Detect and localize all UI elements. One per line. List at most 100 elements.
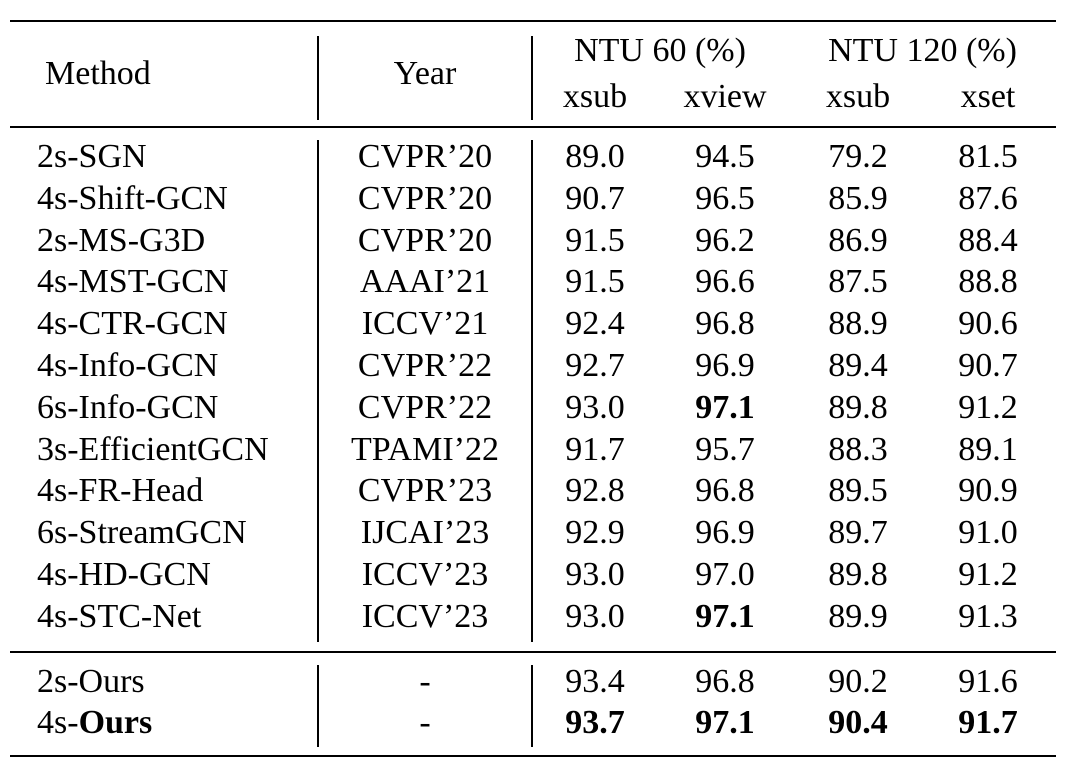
value-cell: 97.0 <box>695 556 755 593</box>
value-cell: 89.5 <box>828 472 888 509</box>
year-cell: CVPR’23 <box>357 472 493 509</box>
value-cell: 85.9 <box>828 180 888 217</box>
value-cell: 87.6 <box>958 180 1018 217</box>
mid-rule <box>10 651 1056 653</box>
year-cell: CVPR’22 <box>357 347 493 384</box>
method-prefix: 4s- <box>37 704 79 741</box>
method-prefix: 2s-Ours <box>37 663 145 700</box>
separator-year-ntu60-ours <box>531 665 533 747</box>
value-cell: 91.7 <box>958 704 1018 741</box>
separator-method-year-header <box>317 36 319 120</box>
separator-method-year-body <box>317 140 319 642</box>
value-cell: 90.9 <box>958 472 1018 509</box>
value-cell: 91.5 <box>565 222 625 259</box>
value-cell: 93.4 <box>565 663 625 700</box>
value-cell: 90.4 <box>828 704 888 741</box>
method-cell: 6s-StreamGCN <box>37 514 247 551</box>
method-cell: 4s-HD-GCN <box>37 556 211 593</box>
method-cell: 4s-Shift-GCN <box>37 180 228 217</box>
value-cell: 92.4 <box>565 305 625 342</box>
method-cell: 4s-CTR-GCN <box>37 305 228 342</box>
year-cell: - <box>419 704 431 741</box>
value-cell: 90.7 <box>958 347 1018 384</box>
value-cell: 96.8 <box>695 472 755 509</box>
value-cell: 95.7 <box>695 431 755 468</box>
value-cell: 96.5 <box>695 180 755 217</box>
value-cell: 96.9 <box>695 347 755 384</box>
method-cell: 6s-Info-GCN <box>37 389 219 426</box>
value-cell: 90.2 <box>828 663 888 700</box>
value-cell: 96.8 <box>695 305 755 342</box>
value-cell: 93.0 <box>565 556 625 593</box>
value-cell: 88.4 <box>958 222 1018 259</box>
value-cell: 89.9 <box>828 598 888 635</box>
value-cell: 97.1 <box>695 598 755 635</box>
method-cell: 4s-MST-GCN <box>37 263 229 300</box>
value-cell: 92.8 <box>565 472 625 509</box>
value-cell: 90.6 <box>958 305 1018 342</box>
separator-year-ntu60-header <box>531 36 533 120</box>
value-cell: 92.9 <box>565 514 625 551</box>
header-rule <box>10 126 1056 128</box>
value-cell: 97.1 <box>695 704 755 741</box>
value-cell: 89.8 <box>828 389 888 426</box>
header-ntu120-xsub: xsub <box>825 78 891 115</box>
header-ntu60-xsub: xsub <box>562 78 628 115</box>
value-cell: 90.7 <box>565 180 625 217</box>
separator-method-year-ours <box>317 665 319 747</box>
value-cell: 94.5 <box>695 138 755 175</box>
value-cell: 96.6 <box>695 263 755 300</box>
method-cell: 2s-SGN <box>37 138 147 175</box>
header-ntu60-xview: xview <box>683 78 767 115</box>
value-cell: 88.9 <box>828 305 888 342</box>
method-bold: Ours <box>78 704 153 741</box>
year-cell: AAAI’21 <box>359 263 491 300</box>
value-cell: 89.8 <box>828 556 888 593</box>
header-year: Year <box>393 55 457 92</box>
method-cell-ours: 4s-Ours <box>37 703 152 743</box>
value-cell: 96.9 <box>695 514 755 551</box>
year-cell: CVPR’22 <box>357 389 493 426</box>
value-cell: 91.2 <box>958 389 1018 426</box>
bottom-rule <box>10 755 1056 757</box>
method-cell: 4s-FR-Head <box>37 472 204 509</box>
value-cell: 91.5 <box>565 263 625 300</box>
value-cell: 93.0 <box>565 598 625 635</box>
year-cell: ICCV’21 <box>361 305 489 342</box>
value-cell: 91.0 <box>958 514 1018 551</box>
value-cell: 87.5 <box>828 263 888 300</box>
year-cell: ICCV’23 <box>361 598 489 635</box>
year-cell: CVPR’20 <box>357 138 493 175</box>
year-cell: CVPR’20 <box>357 222 493 259</box>
value-cell: 93.0 <box>565 389 625 426</box>
year-cell: TPAMI’22 <box>351 431 499 468</box>
year-cell: IJCAI’23 <box>360 514 490 551</box>
value-cell: 86.9 <box>828 222 888 259</box>
method-cell-ours: 2s-Ours <box>37 662 145 702</box>
method-cell: 3s-EfficientGCN <box>37 431 269 468</box>
value-cell: 88.3 <box>828 431 888 468</box>
value-cell: 91.2 <box>958 556 1018 593</box>
value-cell: 89.0 <box>565 138 625 175</box>
value-cell: 96.2 <box>695 222 755 259</box>
top-rule <box>10 20 1056 22</box>
value-cell: 91.7 <box>565 431 625 468</box>
method-cell: 4s-Info-GCN <box>37 347 219 384</box>
header-method: Method <box>45 55 151 92</box>
method-cell: 4s-STC-Net <box>37 598 202 635</box>
value-cell: 79.2 <box>828 138 888 175</box>
year-cell: - <box>419 663 431 700</box>
value-cell: 88.8 <box>958 263 1018 300</box>
value-cell: 81.5 <box>958 138 1018 175</box>
value-cell: 91.3 <box>958 598 1018 635</box>
header-ntu120: NTU 120 (%) <box>828 32 1017 69</box>
value-cell: 89.4 <box>828 347 888 384</box>
value-cell: 89.7 <box>828 514 888 551</box>
header-ntu120-xset: xset <box>960 78 1016 115</box>
method-cell: 2s-MS-G3D <box>37 222 206 259</box>
value-cell: 93.7 <box>565 704 625 741</box>
header-ntu60: NTU 60 (%) <box>574 32 746 69</box>
year-cell: ICCV’23 <box>361 556 489 593</box>
value-cell: 96.8 <box>695 663 755 700</box>
value-cell: 92.7 <box>565 347 625 384</box>
